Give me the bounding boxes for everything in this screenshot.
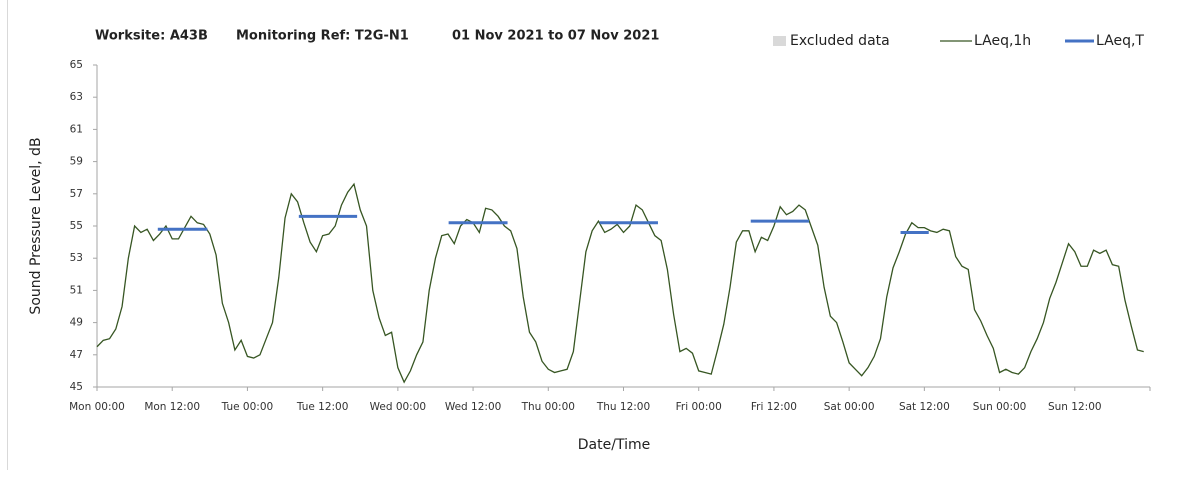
x-tick-label: Sun 12:00	[1048, 401, 1102, 413]
y-tick-label: 65	[70, 59, 83, 71]
y-tick-label: 47	[70, 349, 83, 361]
y-tick-label: 61	[70, 123, 83, 135]
x-tick-label: Fri 00:00	[676, 401, 722, 413]
y-tick-label: 63	[70, 91, 83, 103]
x-axis-title: Date/Time	[578, 437, 650, 453]
x-tick-label: Thu 00:00	[521, 401, 575, 413]
legend-swatch-excluded	[773, 36, 786, 46]
y-tick-label: 59	[70, 156, 83, 168]
y-axis-title: Sound Pressure Level, dB	[28, 137, 44, 314]
y-tick-label: 57	[70, 188, 83, 200]
title-dates: 01 Nov 2021 to 07 Nov 2021	[452, 29, 659, 44]
y-tick-label: 45	[70, 381, 83, 393]
x-tick-label: Sat 00:00	[824, 401, 875, 413]
title-worksite: Worksite: A43B	[95, 29, 208, 44]
legend-label: LAeq,T	[1096, 33, 1144, 49]
y-tick-label: 55	[70, 220, 83, 232]
laeq-1h-line	[96, 182, 1144, 384]
x-tick-label: Tue 12:00	[296, 401, 349, 413]
x-tick-label: Tue 00:00	[221, 401, 274, 413]
legend-label: LAeq,1h	[974, 33, 1031, 49]
x-tick-label: Thu 12:00	[596, 401, 650, 413]
x-tick-label: Mon 00:00	[69, 401, 125, 413]
x-tick-label: Wed 12:00	[445, 401, 502, 413]
y-tick-label: 49	[70, 317, 83, 329]
x-tick-label: Wed 00:00	[370, 401, 427, 413]
title-ref: Monitoring Ref: T2G-N1	[236, 29, 409, 44]
x-tick-label: Sat 12:00	[899, 401, 950, 413]
x-tick-label: Sun 00:00	[973, 401, 1027, 413]
x-tick-label: Fri 12:00	[751, 401, 797, 413]
y-tick-label: 51	[70, 284, 83, 296]
legend-label: Excluded data	[790, 33, 890, 49]
x-tick-label: Mon 12:00	[144, 401, 200, 413]
y-tick-label: 53	[70, 252, 83, 264]
